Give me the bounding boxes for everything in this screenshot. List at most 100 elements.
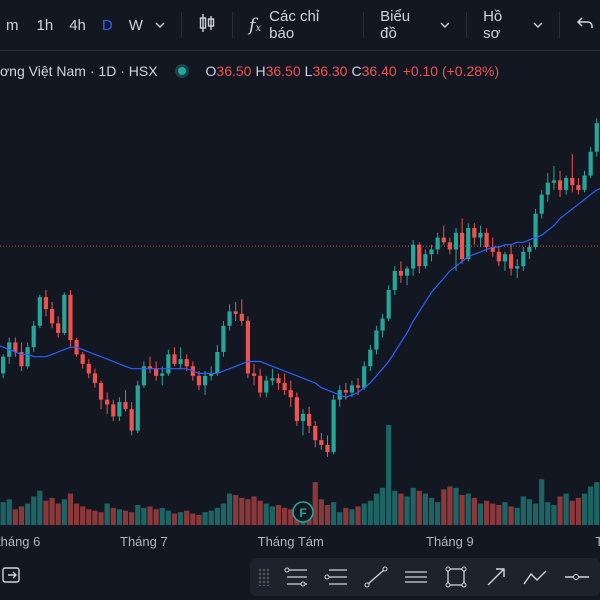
volume-bar <box>490 503 496 525</box>
volume-bar <box>557 496 563 525</box>
interval-week[interactable]: W <box>128 16 143 34</box>
volume-bar <box>257 500 263 525</box>
toolbar-divider <box>559 12 560 38</box>
candle-body <box>13 342 18 352</box>
parallel-channel-tool[interactable] <box>396 558 436 596</box>
volume-bar <box>337 512 343 525</box>
candle-body <box>117 402 122 417</box>
replay-button[interactable] <box>0 563 24 592</box>
arrow-tool[interactable] <box>476 558 516 596</box>
volume-bar <box>532 503 539 525</box>
candle-body <box>25 347 30 367</box>
volume-bar <box>18 506 25 525</box>
candle-body <box>570 177 575 186</box>
volume-bar <box>539 479 545 525</box>
change-value: +0.10 (+0.28%) <box>402 63 500 79</box>
volume-bar <box>116 509 122 525</box>
interval-minute[interactable]: m <box>6 16 19 34</box>
volume-bar <box>0 502 6 525</box>
interval-dropdown[interactable] <box>149 17 171 34</box>
symbol-title[interactable]: ơng Việt Nam · 1D · HSX <box>0 63 158 79</box>
moving-average-line <box>0 187 600 398</box>
volume-bar <box>447 486 453 525</box>
candle-body <box>392 270 397 290</box>
candle-body <box>557 180 563 190</box>
volume-bar <box>141 507 147 525</box>
path-tool[interactable] <box>516 558 556 596</box>
volume-bar <box>331 502 337 525</box>
candle-body <box>111 404 116 417</box>
chart-menu-button[interactable]: Biểu đồ <box>374 8 456 42</box>
indicators-button[interactable]: fx Các chỉ báo <box>243 8 353 42</box>
candle-body <box>515 266 520 269</box>
candle-body <box>343 390 348 393</box>
candle-body <box>386 290 391 319</box>
volume-bar <box>416 490 422 525</box>
fib-extension-icon <box>324 569 347 585</box>
candle-body <box>141 366 146 386</box>
volume-bar <box>435 502 441 525</box>
volume-bar <box>594 482 600 525</box>
volume-bar <box>67 493 74 525</box>
candle-body <box>582 175 587 190</box>
trend-line-tool[interactable] <box>356 558 396 596</box>
horizontal-ray-tool[interactable] <box>556 558 596 596</box>
candle-body <box>123 402 128 410</box>
x-axis-label: Tháng Tám <box>258 534 324 549</box>
candles-type-button[interactable] <box>192 12 222 38</box>
volume-bar <box>43 500 49 525</box>
volume-bar <box>428 497 435 525</box>
profile-menu-button[interactable]: Hồ sơ <box>477 8 549 42</box>
volume-bar <box>220 503 227 525</box>
candle-body <box>417 244 422 267</box>
chevron-down-icon <box>440 22 450 28</box>
volume-bar <box>459 495 465 525</box>
volume-bar <box>471 497 477 525</box>
drag-handle[interactable] <box>258 568 270 586</box>
volume-bar <box>37 490 43 525</box>
volume-bar <box>355 506 361 525</box>
volume-bar <box>208 510 214 525</box>
volume-bar <box>80 506 86 525</box>
fib-retracement-icon <box>284 567 307 587</box>
interval-4h[interactable]: 4h <box>69 16 86 34</box>
horizontal-ray-icon <box>565 574 589 580</box>
candle-body <box>331 399 336 453</box>
undo-button[interactable] <box>570 15 600 35</box>
candle-body <box>502 254 508 262</box>
candle-body <box>251 373 257 376</box>
volume-bar <box>226 493 233 525</box>
candle-body <box>576 185 581 190</box>
interval-1h[interactable]: 1h <box>36 16 54 34</box>
candle-body <box>349 385 355 393</box>
volume-bar <box>514 507 520 525</box>
candle-body <box>282 382 287 391</box>
volume-bar <box>202 512 208 525</box>
volume-bar <box>398 493 404 525</box>
candle-body <box>355 385 361 388</box>
interval-day[interactable]: D <box>101 16 113 34</box>
candle-body <box>294 397 299 422</box>
candle-body <box>80 354 85 364</box>
volume-bar <box>129 512 135 525</box>
candle-body <box>160 373 165 376</box>
interval-group: m 1h 4h D W <box>0 0 171 50</box>
volume-bar <box>184 510 190 525</box>
volume-bar <box>349 509 355 525</box>
fib-retracement-tool[interactable] <box>276 558 316 596</box>
candle-body <box>441 237 446 243</box>
volume-bar <box>502 502 508 525</box>
volume-bar <box>31 496 37 525</box>
candle-body <box>276 378 281 383</box>
candle-body <box>404 268 410 276</box>
volume-bar <box>379 487 386 525</box>
candle-body <box>411 244 416 269</box>
profile-menu-label: Hồ sơ <box>483 8 503 42</box>
candle-body <box>154 368 159 376</box>
low-key: L <box>304 63 313 79</box>
candle-body <box>239 313 244 321</box>
volume-bar <box>214 507 220 525</box>
rectangle-tool[interactable] <box>436 558 476 596</box>
fib-extension-tool[interactable] <box>316 558 356 596</box>
